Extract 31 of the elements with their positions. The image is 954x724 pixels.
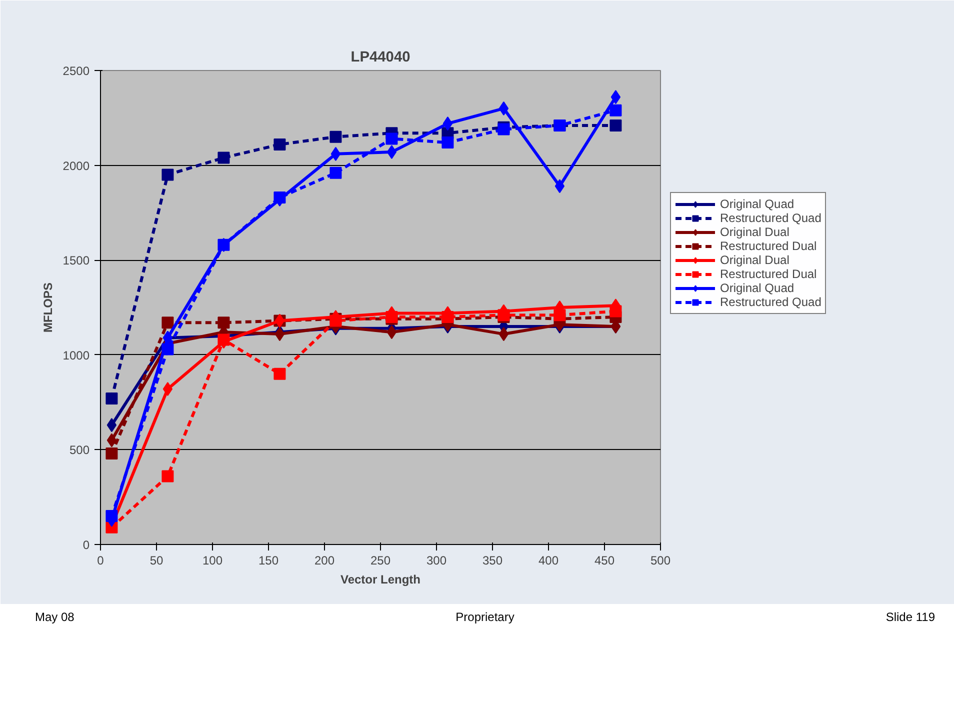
legend-label: Restructured Dual (720, 239, 817, 253)
legend-label: Restructured Quad (720, 211, 822, 225)
legend-label: Restructured Dual (720, 267, 817, 281)
x-axis-title: Vector Length (340, 572, 421, 586)
y-tick-label: 500 (69, 443, 90, 458)
x-tick-label: 500 (650, 554, 671, 568)
x-tick-label: 100 (202, 554, 223, 568)
y-tick-label: 1000 (62, 348, 90, 362)
legend-label: Original Quad (720, 197, 794, 211)
x-tick-label: 0 (97, 554, 104, 568)
x-tick-label: 450 (594, 554, 615, 568)
x-tick-label: 50 (150, 554, 164, 568)
y-tick-label: 1500 (62, 254, 90, 268)
x-tick-label: 300 (426, 554, 447, 568)
legend-label: Original Dual (720, 253, 790, 267)
x-tick-label: 200 (314, 554, 335, 568)
legend-label: Original Dual (720, 225, 790, 239)
x-tick-label: 250 (370, 554, 391, 568)
x-tick-label: 400 (538, 554, 559, 568)
legend-label: Restructured Quad (720, 295, 822, 309)
x-tick-label: 350 (482, 554, 503, 568)
x-tick-label: 150 (258, 554, 279, 568)
legend-label: Original Quad (720, 281, 794, 295)
text: May 08 (35, 609, 76, 626)
text: Proprietary (454, 609, 516, 626)
y-tick-label: 2000 (62, 158, 90, 173)
y-axis-title: MFLOPS (40, 282, 55, 332)
text: Slide 119 (884, 609, 935, 626)
y-tick-label: 0 (82, 538, 90, 552)
chart-title: LP44040 (350, 50, 410, 66)
y-tick-label: 2500 (62, 64, 90, 78)
